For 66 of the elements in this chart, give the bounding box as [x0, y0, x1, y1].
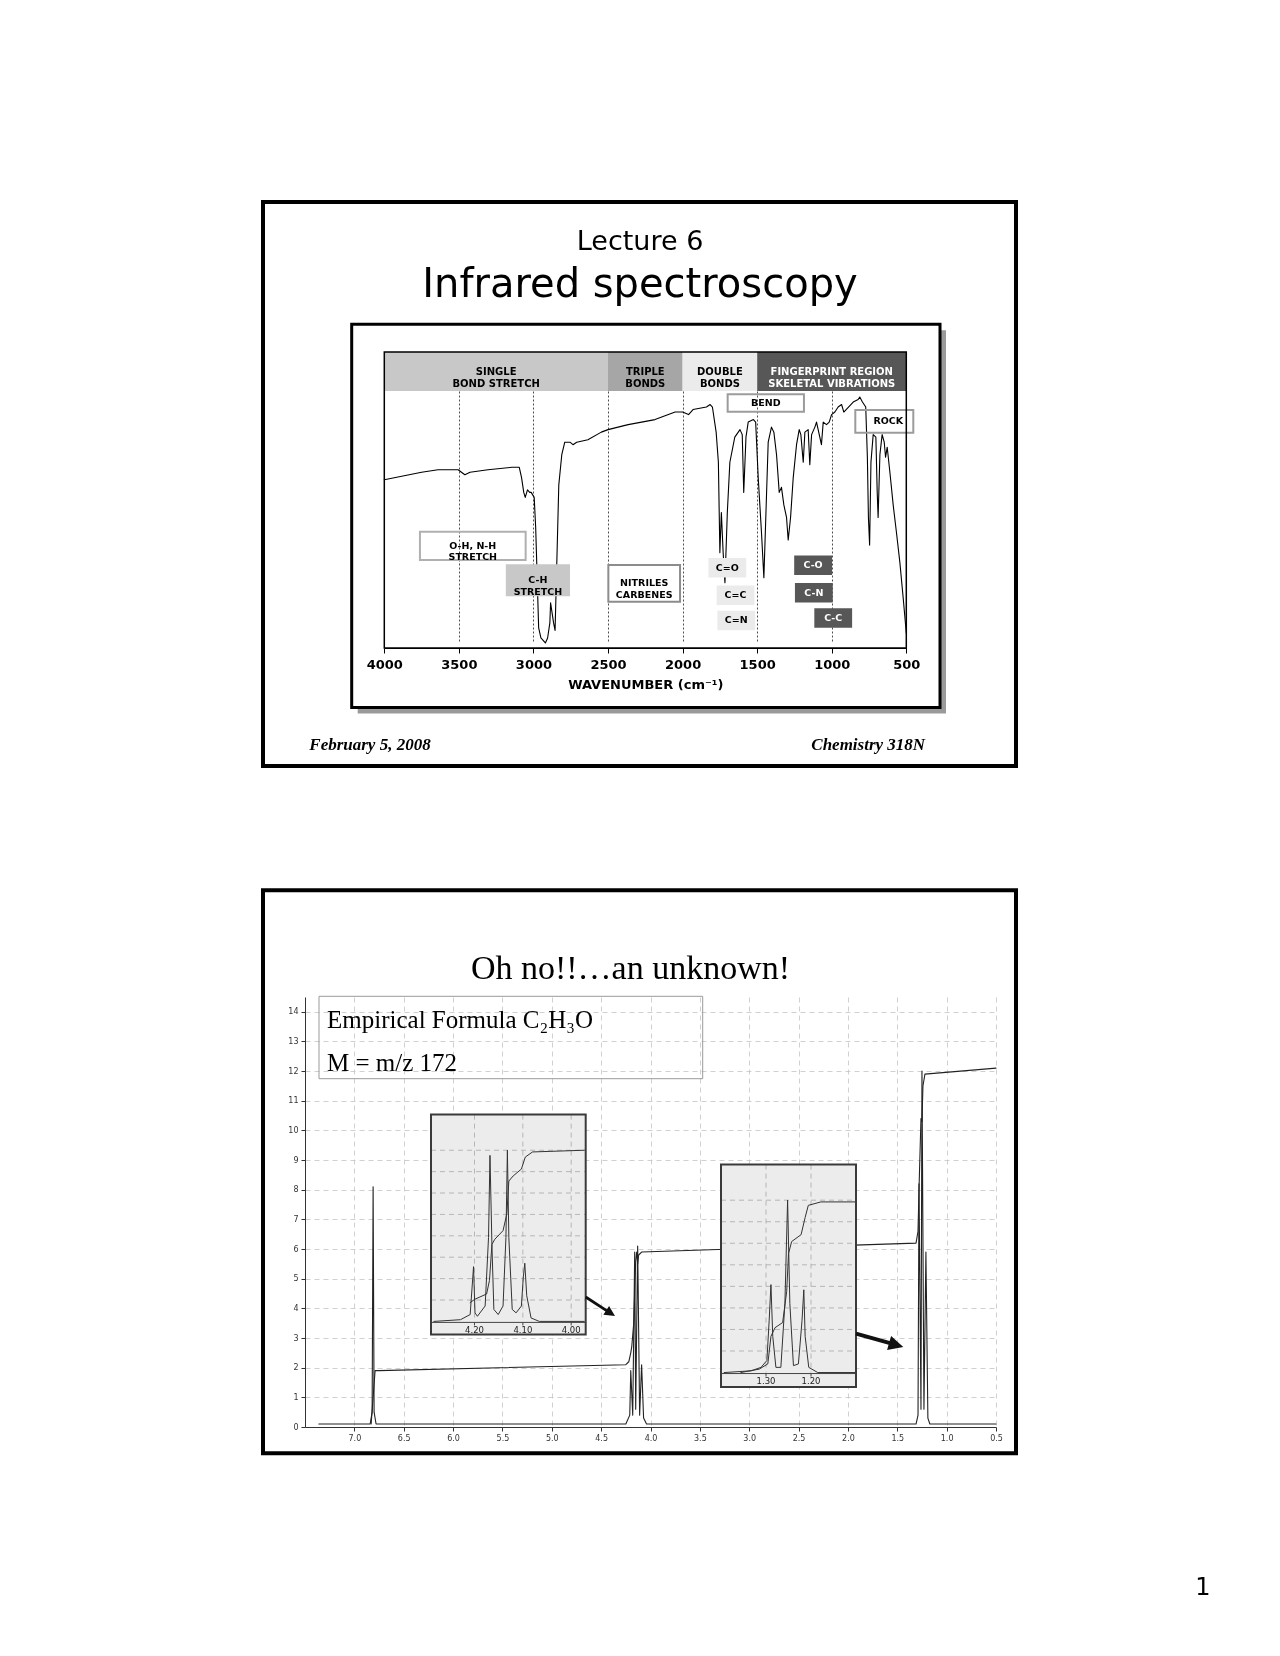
y-tick-label: 9: [293, 1155, 299, 1165]
annotation: C-H STRETCH: [513, 574, 563, 597]
y-tick-label: 1: [293, 1392, 299, 1402]
x-tick-label: 3.0: [743, 1433, 757, 1443]
text: TRIPLE BONDS: [625, 365, 666, 389]
annotation: C=O: [715, 561, 739, 573]
x-tick-label: 4000: [366, 656, 403, 672]
x-axis-title: WAVENUMBER (cm⁻¹): [568, 676, 724, 692]
x-tick-label: 1.5: [891, 1433, 905, 1443]
annotation: C=C: [724, 589, 747, 601]
text: FINGERPRINT REGION SKELETAL VIBRATIONS: [768, 365, 896, 389]
x-tick-label: 2500: [590, 656, 627, 672]
chart-title: Lecture 6: [576, 225, 704, 256]
x-tick-label: 7.0: [348, 1433, 362, 1443]
y-tick-label: 0: [293, 1422, 299, 1432]
x-tick-label: 4.00: [561, 1324, 581, 1335]
y-tick-label: 10: [288, 1125, 299, 1135]
annotation: BEND: [751, 397, 781, 408]
x-tick-label: 2000: [664, 656, 702, 672]
x-tick-label: 2.5: [792, 1433, 806, 1443]
x-tick-label: 1500: [739, 656, 776, 672]
annotation: C-C: [824, 611, 843, 623]
x-tick-label: 0.5: [990, 1433, 1003, 1443]
x-tick-label: 4.10: [513, 1324, 533, 1335]
text: February 5, 2008: [308, 734, 432, 754]
annotation: NITRILES CARBENES: [615, 577, 673, 600]
annotation: C-N: [804, 586, 824, 598]
text: DOUBLE BONDS: [697, 365, 743, 389]
x-tick-label: 3.5: [693, 1433, 707, 1443]
x-tick-label: 5.5: [496, 1433, 510, 1443]
x-tick-label: 2.0: [842, 1433, 855, 1443]
text: 1: [1195, 1573, 1211, 1601]
annotation: C-O: [803, 559, 823, 571]
y-tick-label: 13: [288, 1036, 299, 1046]
y-tick-label: 2: [293, 1363, 299, 1373]
text: Chemistry 318N: [811, 734, 926, 754]
y-tick-label: 4: [293, 1303, 299, 1313]
y-tick-label: 14: [288, 1007, 299, 1017]
annotation: C=N: [724, 614, 748, 626]
x-tick-label: 4.5: [595, 1433, 609, 1443]
y-tick-label: 11: [288, 1096, 299, 1106]
y-tick-label: 7: [293, 1214, 299, 1224]
x-tick-label: 4.0: [644, 1433, 658, 1443]
x-tick-label: 1.30: [756, 1376, 776, 1387]
text: SINGLE BOND STRETCH: [452, 365, 540, 389]
chart-subtitle: Infrared spectroscopy: [422, 260, 858, 306]
annotation: O-H, N-H STRETCH: [448, 539, 498, 563]
x-tick-label: 1000: [814, 656, 851, 672]
x-tick-label: 4.20: [465, 1324, 484, 1335]
annotation: M = m/z 172: [327, 1049, 458, 1076]
x-tick-label: 1.20: [801, 1376, 821, 1387]
x-tick-label: 5.0: [545, 1433, 559, 1443]
y-tick-label: 12: [288, 1066, 299, 1076]
y-tick-label: 3: [293, 1333, 299, 1343]
y-tick-label: 8: [293, 1185, 299, 1195]
x-tick-label: 6.0: [447, 1433, 460, 1443]
y-tick-label: 6: [293, 1244, 299, 1254]
x-tick-label: 6.5: [397, 1433, 411, 1443]
y-tick-label: 5: [293, 1274, 299, 1284]
x-tick-label: 1.0: [940, 1433, 954, 1443]
x-tick-label: 3500: [441, 656, 478, 672]
x-tick-label: 500: [893, 656, 921, 672]
x-tick-label: 3000: [515, 656, 553, 672]
chart-title: Oh no!!…an unknown!: [470, 949, 791, 986]
annotation: ROCK: [873, 415, 904, 427]
annotation: Empirical Formula C₂H₃O: [327, 1006, 594, 1033]
